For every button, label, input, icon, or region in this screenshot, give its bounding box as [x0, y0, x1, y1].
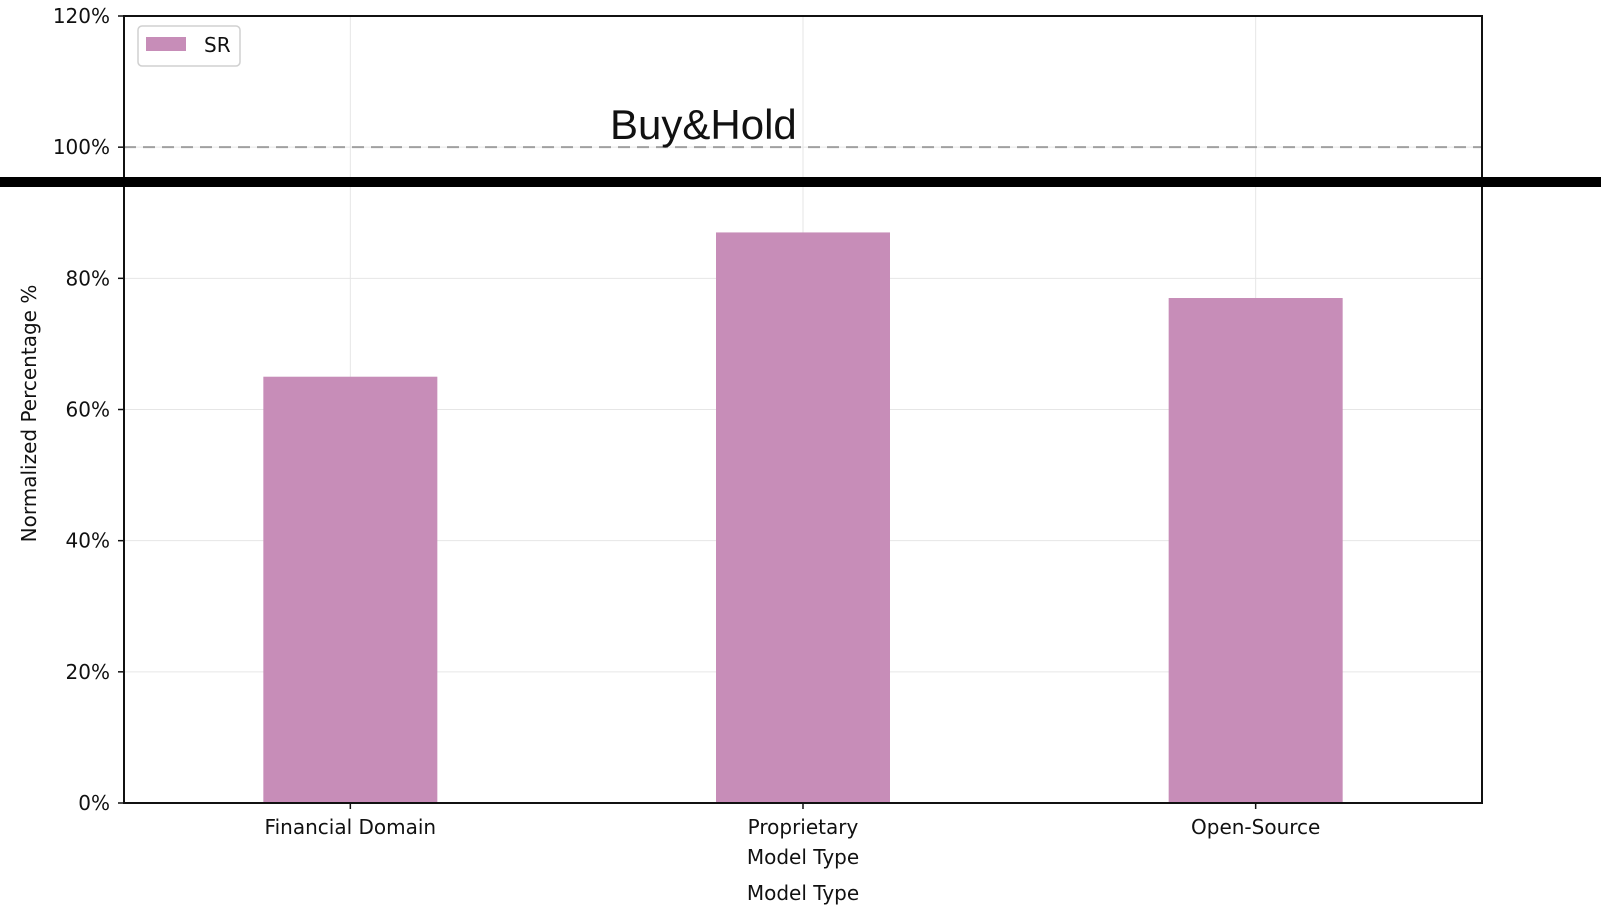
x-axis-label: Model Type: [747, 881, 859, 905]
buy-hold-label: Buy&Hold: [610, 101, 797, 148]
bar-sr-2: [1168, 298, 1343, 803]
x-tick-label: Open-Source: [1191, 815, 1320, 839]
bar-sr-0: [263, 376, 438, 803]
legend-box: [137, 25, 241, 67]
horizontal-divider-bar: [0, 177, 1601, 187]
bar-layer: [263, 232, 1343, 804]
x-tick-label: Financial Domain: [265, 815, 437, 839]
y-tick-label: 20%: [66, 660, 110, 684]
y-tick-label: 60%: [66, 398, 110, 422]
bar-sr-1: [716, 232, 890, 804]
x-tick-label: Proprietary Model Type: [747, 815, 859, 869]
y-tick-label: 100%: [53, 135, 110, 159]
y-tick-label: 80%: [66, 266, 110, 290]
legend-label-sr: SR: [204, 33, 231, 57]
legend: SR: [137, 25, 241, 67]
y-axis-ticks: 0% 20% 40% 60% 80% 100% 120%: [53, 4, 124, 815]
reference-layer: Buy&Hold: [124, 101, 1482, 149]
y-axis-label: Normalized Percentage %: [17, 285, 41, 543]
x-axis-ticks: Financial Domain Proprietary Model Type Ope…: [265, 803, 1320, 869]
y-tick-label: 0%: [78, 791, 110, 815]
y-tick-label: 120%: [53, 4, 110, 28]
y-tick-label: 40%: [66, 529, 110, 553]
legend-swatch-sr: [146, 37, 186, 51]
